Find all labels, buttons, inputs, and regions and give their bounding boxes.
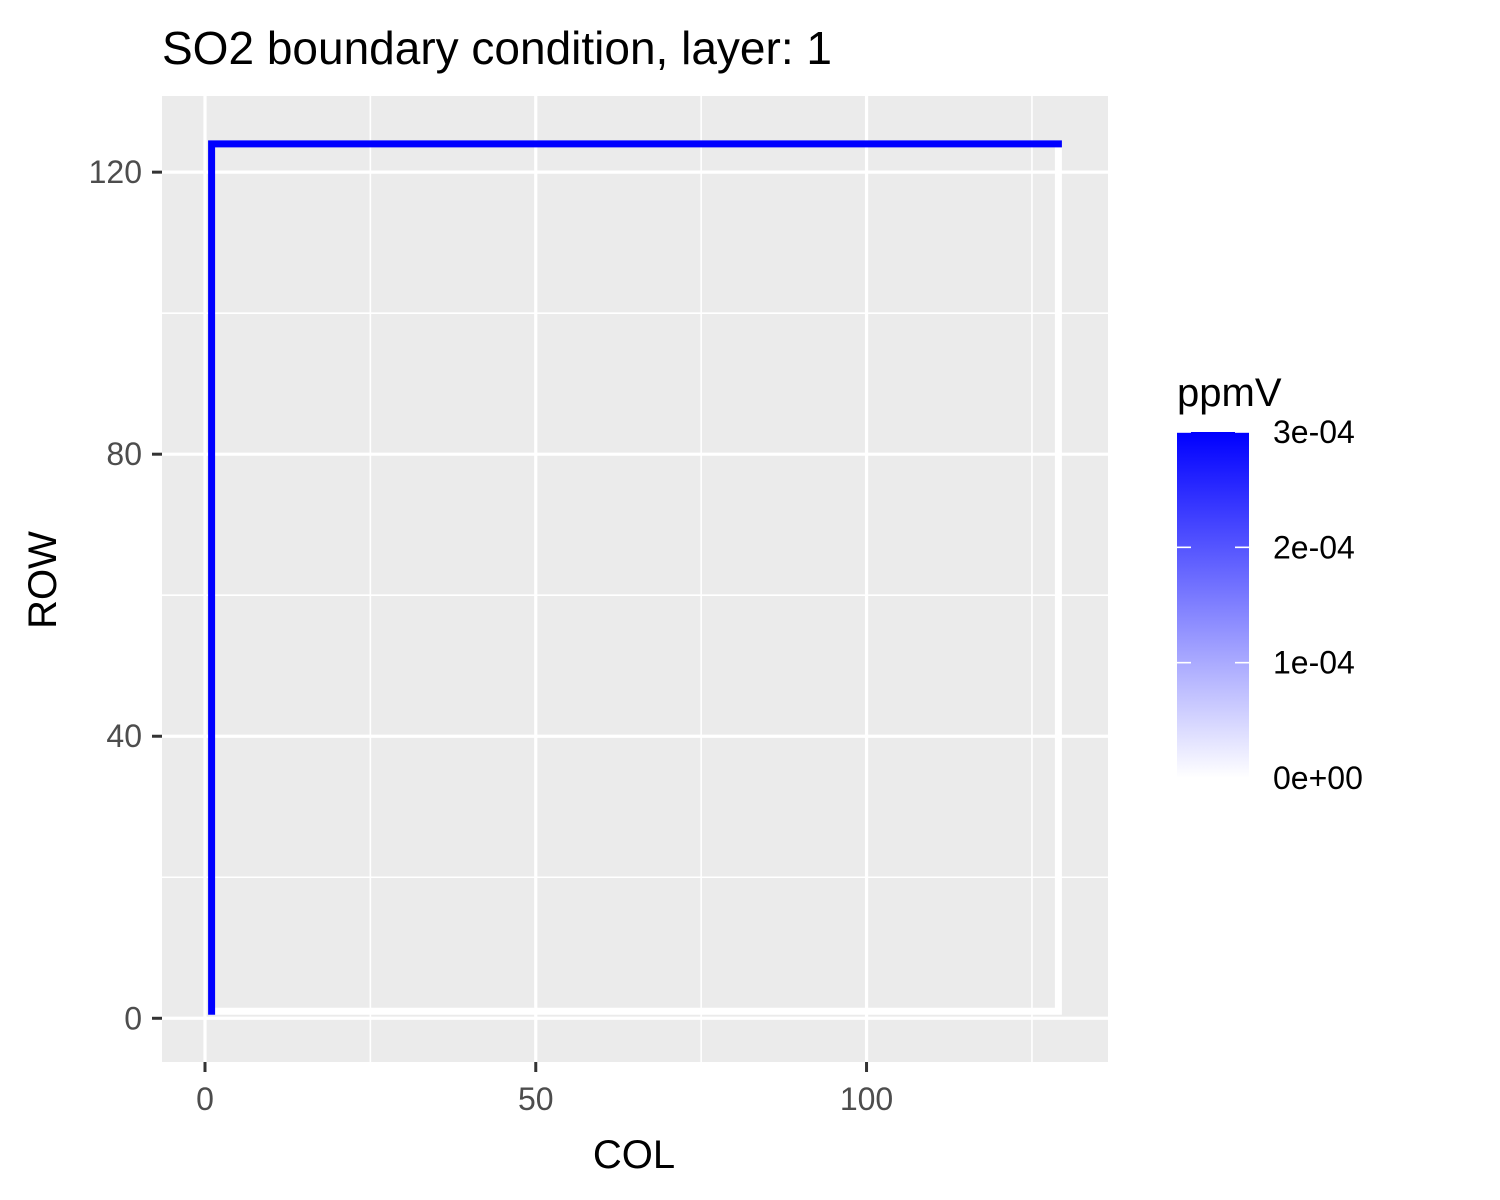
y-tick-label: 120 xyxy=(89,154,142,190)
chart-title: SO2 boundary condition, layer: 1 xyxy=(162,22,832,74)
y-tick-label: 40 xyxy=(106,718,142,754)
legend-label: 1e-04 xyxy=(1273,645,1355,681)
series-line-1 xyxy=(208,140,1062,1015)
y-axis-title: ROW xyxy=(21,531,65,629)
x-tick-label: 100 xyxy=(840,1081,893,1117)
x-tick-label: 0 xyxy=(196,1081,214,1117)
legend-title: ppmV xyxy=(1177,371,1282,415)
series-layer xyxy=(208,140,1062,1015)
legend-label: 3e-04 xyxy=(1273,414,1355,450)
plot-panel xyxy=(162,96,1108,1062)
series-line-0 xyxy=(208,140,1062,1015)
legend: ppmV 0e+00 1e-04 2e-04 3e-04 xyxy=(1177,371,1363,796)
y-tick-label: 80 xyxy=(106,436,142,472)
y-axis: 0 40 80 120 xyxy=(89,154,162,1036)
x-axis-title: COL xyxy=(593,1133,675,1177)
legend-ticks: 0e+00 1e-04 2e-04 3e-04 xyxy=(1177,414,1363,796)
y-tick-label: 0 xyxy=(124,1000,142,1036)
legend-colorbar xyxy=(1177,432,1249,778)
x-tick-label: 50 xyxy=(518,1081,554,1117)
legend-label: 2e-04 xyxy=(1273,529,1355,565)
x-axis: 0 50 100 xyxy=(196,1062,893,1117)
minor-gridlines xyxy=(162,96,1108,1062)
legend-label: 0e+00 xyxy=(1273,760,1363,796)
major-gridlines xyxy=(162,96,1108,1062)
